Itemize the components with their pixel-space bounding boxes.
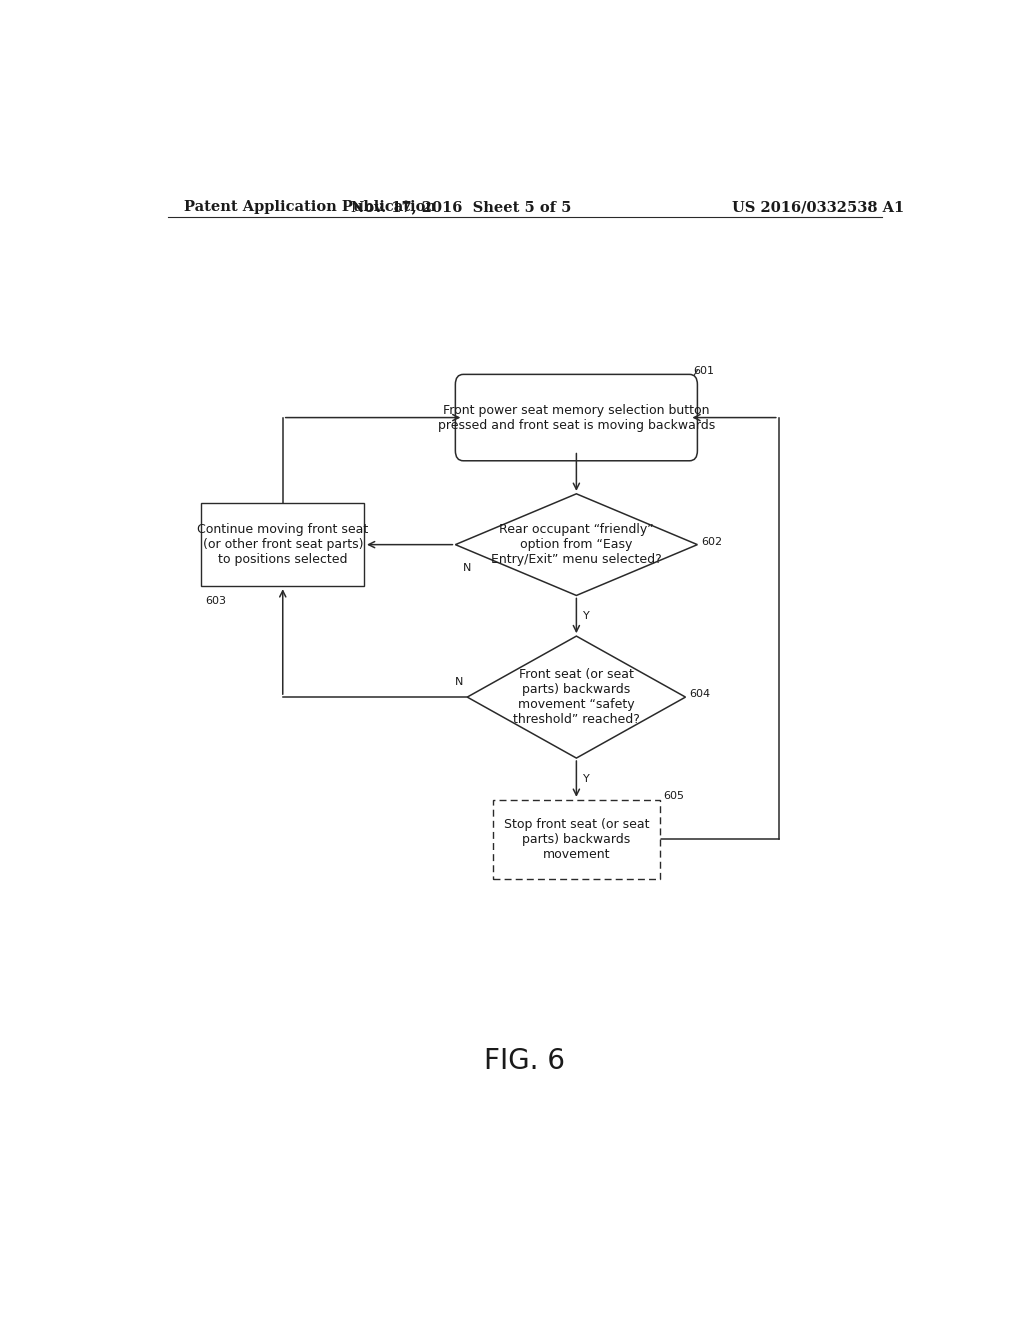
Text: Y: Y	[583, 774, 590, 784]
Text: Rear occupant “friendly”
option from “Easy
Entry/Exit” menu selected?: Rear occupant “friendly” option from “Ea…	[492, 523, 662, 566]
Text: 601: 601	[693, 367, 715, 376]
Text: Front seat (or seat
parts) backwards
movement “safety
threshold” reached?: Front seat (or seat parts) backwards mov…	[513, 668, 640, 726]
Text: N: N	[455, 677, 463, 686]
Text: Patent Application Publication: Patent Application Publication	[183, 201, 435, 214]
Text: Continue moving front seat
(or other front seat parts)
to positions selected: Continue moving front seat (or other fro…	[198, 523, 369, 566]
Bar	[494, 800, 659, 879]
Text: Y: Y	[583, 611, 590, 620]
Bar	[202, 503, 365, 586]
Text: 605: 605	[664, 791, 685, 801]
Text: N: N	[463, 562, 471, 573]
Text: Stop front seat (or seat
parts) backwards
movement: Stop front seat (or seat parts) backward…	[504, 818, 649, 861]
Text: Nov. 17, 2016  Sheet 5 of 5: Nov. 17, 2016 Sheet 5 of 5	[351, 201, 571, 214]
Text: 602: 602	[701, 537, 723, 546]
Polygon shape	[467, 636, 685, 758]
Text: Front power seat memory selection button
pressed and front seat is moving backwa: Front power seat memory selection button…	[437, 404, 715, 432]
Text: FIG. 6: FIG. 6	[484, 1047, 565, 1074]
Text: US 2016/0332538 A1: US 2016/0332538 A1	[732, 201, 904, 214]
Text: 604: 604	[689, 689, 711, 700]
FancyBboxPatch shape	[456, 375, 697, 461]
Polygon shape	[456, 494, 697, 595]
Text: 603: 603	[206, 597, 226, 606]
